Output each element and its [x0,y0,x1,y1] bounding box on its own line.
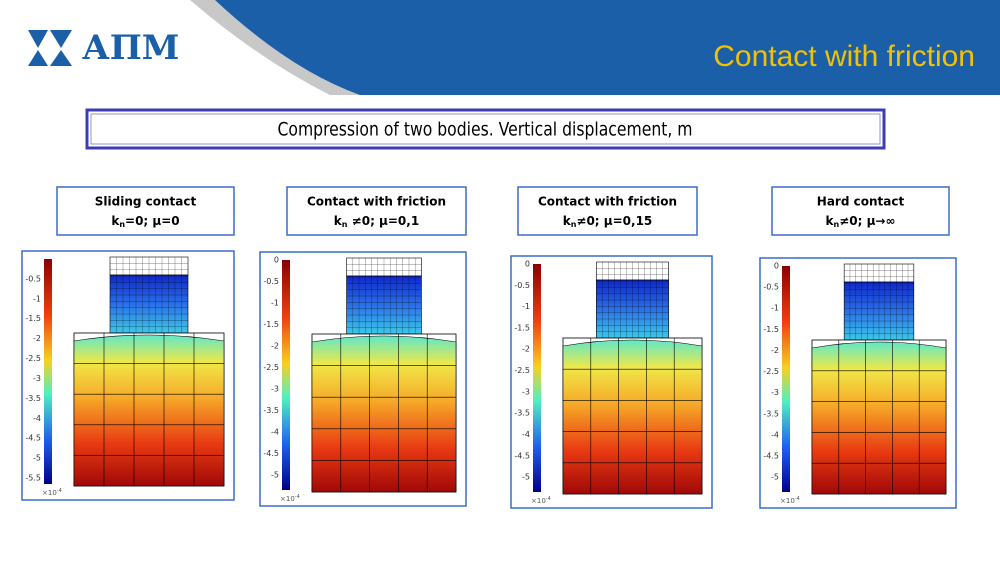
colorbar-tick: -2.5 [263,363,279,372]
colorbar-tick: -5 [33,454,41,463]
lower-body [562,339,703,495]
colorbar-tick: -5 [771,473,779,482]
logo-text: АПМ [82,28,179,68]
colorbar-tick: -4 [771,430,779,439]
lower-body [73,334,225,487]
exp-base: ×10 [280,495,295,503]
colorbar-tick: -5 [522,473,530,482]
logo: АПМ [28,28,179,68]
label-box [286,186,467,236]
lower-body [311,335,457,493]
colorbar-tick: -4.5 [263,449,279,458]
colorbar-exponent: ×10-4 [531,496,551,506]
header-swoosh [215,0,1000,95]
colorbar-tick: -0.5 [763,283,779,292]
label-box [56,186,235,236]
colorbar-tick: -1 [271,298,279,307]
logo-mark [28,30,72,66]
colorbar-tick: -3.5 [25,394,41,403]
colorbar-tick: -2.5 [763,367,779,376]
colorbar-tick: -4 [522,430,530,439]
colorbar-tick: -1 [771,304,779,313]
label-box [771,186,950,236]
colorbar-tick: -2.5 [25,354,41,363]
colorbar [782,266,790,492]
formula-rest: ≠0; μ→∞ [839,214,895,228]
colorbar-tick: -1.5 [25,314,41,323]
formula-base: k [826,214,835,228]
panel-formula: kn≠0; μ→∞ [826,214,896,229]
panel-formula: kn≠0; μ=0,15 [563,214,653,229]
colorbar-tick: -0.5 [25,274,41,283]
colorbar-tick: -2 [271,341,279,350]
colorbar [533,264,541,492]
formula-sub: n [834,220,840,229]
colorbar-tick: -4 [33,414,41,423]
colorbar-tick: -4.5 [763,452,779,461]
colorbar-tick: -4 [271,427,279,436]
colorbar-exponent: ×10-4 [42,488,62,498]
colorbar-tick: -4.5 [514,451,530,460]
panel-label: Hard contact [817,195,905,209]
colorbar-tick: -4.5 [25,434,41,443]
panel-label: Sliding contact [95,195,197,209]
exp-sup: -4 [295,494,300,500]
panel-formula: kn=0; μ=0 [111,214,179,229]
colorbar-tick: -3 [271,384,279,393]
lower-body [811,341,947,495]
formula-rest: =0; μ=0 [125,214,180,228]
colorbar-tick: -3.5 [763,409,779,418]
subtitle-box-inner [90,113,881,145]
exp-sup: -4 [795,496,800,502]
label-box [517,186,698,236]
colorbar-tick: -1 [33,294,41,303]
formula-sub: n [342,220,348,229]
colorbar-tick: -5 [271,470,279,479]
colorbar-tick: -2.5 [514,366,530,375]
formula-rest: ≠0; μ=0,15 [576,214,652,228]
colorbar [44,259,52,484]
formula-sub: n [119,220,125,229]
formula-rest: ≠0; μ=0,1 [347,214,419,228]
colorbar-exponent: ×10-4 [780,496,800,506]
formula-base: k [111,214,120,228]
colorbar-tick: -1.5 [763,325,779,334]
slide-title: Contact with friction [713,40,975,73]
colorbar-tick: -3.5 [514,409,530,418]
colorbar-tick: -0.5 [263,277,279,286]
formula-base: k [334,214,343,228]
exp-base: ×10 [42,489,57,497]
subtitle-box [85,108,886,150]
colorbar-tick: 0 [525,260,530,269]
formula-sub: n [571,220,577,229]
colorbar-tick: -1.5 [263,320,279,329]
colorbar-tick: 0 [774,262,779,271]
exp-sup: -4 [546,496,551,502]
colorbar-tick: -5.5 [25,474,41,483]
colorbar-tick: -0.5 [514,281,530,290]
colorbar-exponent: ×10-4 [280,494,300,504]
formula-base: k [563,214,572,228]
colorbar-tick: -2 [522,345,530,354]
panel-formula: kn ≠0; μ=0,1 [334,214,419,229]
colorbar-tick: -1 [522,302,530,311]
colorbar-tick: -3 [522,387,530,396]
panel-label: Contact with friction [538,195,677,209]
colorbar-tick: -3 [771,388,779,397]
subtitle: Compression of two bodies. Vertical disp… [278,119,693,141]
exp-base: ×10 [531,497,546,505]
panel-label: Contact with friction [307,195,446,209]
exp-base: ×10 [780,497,795,505]
colorbar-tick: -2 [33,334,41,343]
colorbar-tick: -3.5 [263,406,279,415]
colorbar-tick: -1.5 [514,323,530,332]
colorbar-tick: 0 [274,256,279,265]
exp-sup: -4 [57,488,62,494]
colorbar-tick: -2 [771,346,779,355]
colorbar-tick: -3 [33,374,41,383]
colorbar [282,260,290,490]
